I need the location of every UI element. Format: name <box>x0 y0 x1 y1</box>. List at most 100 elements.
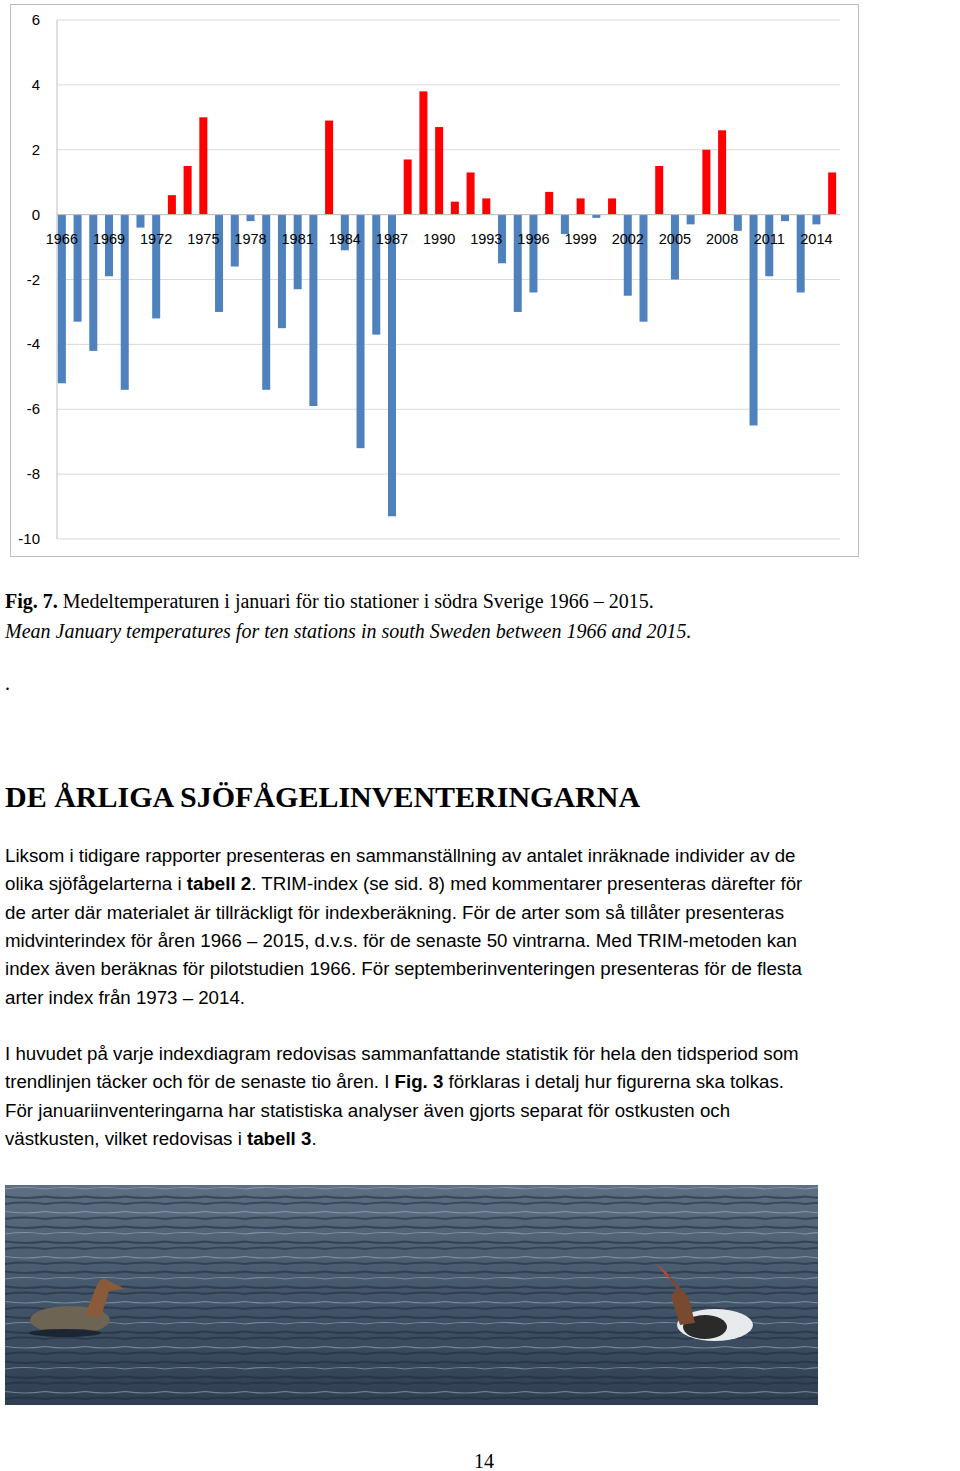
grid-line <box>57 279 840 280</box>
grid-line <box>57 474 840 475</box>
wave <box>5 1233 818 1235</box>
bar <box>577 198 585 214</box>
text-line: västkusten, vilket redovisas i tabell 3. <box>5 1128 317 1150</box>
bar <box>199 117 207 214</box>
bar <box>451 202 459 215</box>
wave <box>5 1248 818 1250</box>
bar <box>325 121 333 215</box>
wave <box>5 1212 818 1214</box>
bar <box>184 166 192 215</box>
bar <box>608 198 616 214</box>
y-tick-label: 4 <box>32 76 40 93</box>
x-tick-label: 1990 <box>423 231 455 247</box>
caption-sv: Fig. 7. Medeltemperaturen i januari för … <box>5 590 654 613</box>
caption-text: Medeltemperaturen i januari för tio stat… <box>58 590 654 612</box>
text-run: index även beräknas för pilotstudien 196… <box>5 958 802 979</box>
wave <box>5 1263 818 1265</box>
text-run: västkusten, vilket redovisas i <box>5 1128 247 1149</box>
bar <box>797 215 805 293</box>
wave <box>5 1308 818 1310</box>
chart: -10-8-6-4-202461966196919721975197819811… <box>0 0 960 562</box>
bar <box>215 215 223 312</box>
wave <box>5 1362 818 1364</box>
wave <box>5 1377 818 1379</box>
grid-line <box>57 539 840 540</box>
y-tick-label: 0 <box>32 206 40 223</box>
text-run: förklaras i detalj hur figurerna ska tol… <box>443 1071 784 1092</box>
x-axis-line <box>57 214 840 215</box>
wave <box>5 1218 818 1220</box>
bar <box>655 166 663 215</box>
wave <box>5 1203 818 1205</box>
x-tick-label: 1975 <box>187 231 219 247</box>
x-tick-label: 1999 <box>564 231 596 247</box>
bar <box>419 91 427 214</box>
y-tick-label: -4 <box>27 335 40 352</box>
caption-label: Fig. 7. <box>5 590 58 612</box>
heading: DE ÅRLIGA SJÖFÅGELINVENTERINGARNA <box>5 780 640 814</box>
grid-line <box>57 409 840 410</box>
text-line: de arter där materialet är tillräckligt … <box>5 902 784 924</box>
text-line: olika sjöfågelarterna i tabell 2. TRIM-i… <box>5 873 802 895</box>
bar <box>404 159 412 214</box>
y-tick-label: -6 <box>27 400 40 417</box>
text-run: de arter där materialet är tillräckligt … <box>5 902 784 923</box>
grid-line <box>57 20 840 21</box>
x-tick-label: 1972 <box>140 231 172 247</box>
text-line: trendlinjen täcker och för de senaste ti… <box>5 1071 784 1093</box>
bar <box>529 215 537 293</box>
x-tick-label: 2014 <box>800 231 832 247</box>
bar <box>687 215 695 225</box>
bar <box>781 215 789 221</box>
text-run: För januariinventeringarna har statistis… <box>5 1100 730 1121</box>
wave <box>5 1293 818 1295</box>
wave <box>5 1287 818 1289</box>
text-run: trendlinjen täcker och för de senaste ti… <box>5 1071 395 1092</box>
text-run: arter index från 1973 – 2014. <box>5 987 245 1008</box>
wave <box>5 1188 818 1190</box>
y-tick-label: -2 <box>27 271 40 288</box>
bar <box>435 127 443 215</box>
y-tick-label: -8 <box>27 465 40 482</box>
bar <box>467 172 475 214</box>
stray-mark: . <box>5 672 10 695</box>
page-number: 14 <box>474 1450 494 1471</box>
wave <box>5 1392 818 1394</box>
x-tick-label: 1981 <box>282 231 314 247</box>
bar <box>624 215 632 296</box>
bar <box>671 215 679 280</box>
wave <box>5 1302 818 1304</box>
duck-head <box>667 1273 695 1325</box>
chart-frame <box>11 5 859 557</box>
bar <box>357 215 365 449</box>
x-tick-label: 1969 <box>93 231 125 247</box>
x-tick-label: 2008 <box>706 231 738 247</box>
wave <box>5 1347 818 1349</box>
wave <box>5 1227 818 1229</box>
x-tick-label: 2002 <box>612 231 644 247</box>
y-tick-label: 6 <box>32 11 40 28</box>
grid-line <box>57 214 840 215</box>
text-run: olika sjöfågelarterna i <box>5 873 187 894</box>
text-line: arter index från 1973 – 2014. <box>5 987 245 1009</box>
y-tick-label: 2 <box>32 141 40 158</box>
bar <box>734 215 742 231</box>
wave <box>5 1353 818 1355</box>
text-run: tabell 3 <box>247 1128 311 1149</box>
wave <box>5 1257 818 1259</box>
text-run: I huvudet på varje indexdiagram redovisa… <box>5 1043 799 1064</box>
y-tick-label: -10 <box>18 530 40 547</box>
y-axis-line <box>57 20 58 539</box>
bar <box>388 215 396 517</box>
x-tick-label: 2005 <box>659 231 691 247</box>
bar <box>482 198 490 214</box>
text-line: För januariinventeringarna har statistis… <box>5 1100 730 1122</box>
x-tick-label: 1978 <box>234 231 266 247</box>
bar <box>168 195 176 214</box>
text-run: . TRIM-index (se sid. 8) med kommentarer… <box>251 873 802 894</box>
bar <box>545 192 553 215</box>
bars <box>58 91 836 516</box>
bar <box>514 215 522 312</box>
photo <box>5 1185 818 1405</box>
text-run: tabell 2 <box>187 873 251 894</box>
